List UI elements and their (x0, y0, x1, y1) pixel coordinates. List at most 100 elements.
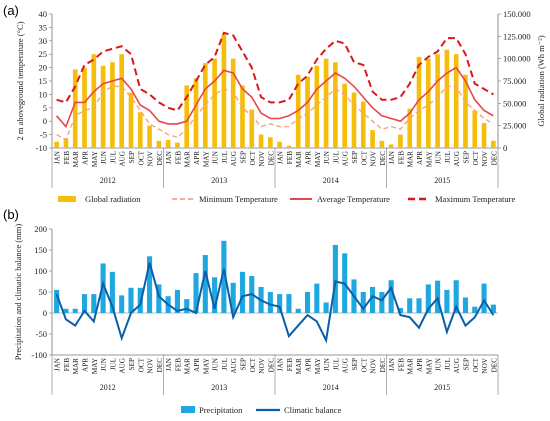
b-month-tick-label: APR (82, 358, 90, 372)
a-month-tick-label: JUN (100, 150, 108, 164)
b-month-tick-label: NOV (258, 357, 266, 373)
b-month-tick-label: AUG (119, 358, 127, 374)
legend-precipitation-swatch (181, 406, 195, 413)
precipitation-bar (156, 284, 162, 313)
avg-temperature-line (55, 66, 494, 129)
a-month-tick-label: MAR (295, 151, 303, 168)
precipitation-bar (119, 295, 125, 313)
radiation-bar (453, 54, 459, 149)
a-year-label: 2013 (211, 176, 227, 185)
right-y-tick-label: 0 (503, 143, 507, 153)
a-month-tick-label: OCT (472, 150, 480, 165)
precipitation-bar (267, 292, 273, 313)
radiation-bar (110, 62, 115, 148)
b-month-tick-label: APR (416, 358, 424, 372)
b-month-tick-label: JUL (109, 358, 117, 370)
a-month-tick-label: NOV (258, 150, 266, 166)
left-y-tick-label: -5 (40, 130, 47, 140)
b-month-tick-label: OCT (360, 357, 368, 372)
precipitation-bar (54, 289, 60, 313)
radiation-bar (463, 74, 468, 148)
left-y-tick-label: 35 (39, 22, 48, 32)
radiation-bar (202, 63, 208, 149)
legend-precipitation-label: Precipitation (199, 405, 243, 415)
radiation-bar (286, 145, 292, 148)
a-month-tick-label: MAR (72, 151, 80, 168)
precipitation-bar (91, 294, 97, 313)
b-month-tick-label: SEP (462, 358, 470, 370)
a-month-tick-label: FEB (397, 151, 405, 164)
radiation-bar (351, 92, 357, 148)
precipitation-bar (407, 298, 413, 313)
left-y-tick-label: 40 (39, 9, 48, 19)
a-month-tick-label: JUL (444, 151, 452, 163)
radiation-bar (212, 58, 217, 148)
a-month-tick-label: JAN (388, 150, 396, 164)
precipitation-bar (323, 302, 329, 313)
b-month-tick-label: OCT (472, 357, 480, 372)
b-month-tick-label: MAY (314, 357, 322, 374)
precipitation-bar (239, 271, 246, 313)
precipitation-bar (397, 307, 403, 313)
a-month-tick-label: AUG (119, 151, 127, 167)
precipitation-bar (109, 271, 115, 313)
a-month-tick-label: APR (305, 151, 313, 165)
b-month-tick-label: JUN (212, 357, 220, 371)
radiation-bar (472, 110, 478, 148)
a-month-tick-label: FEB (286, 151, 294, 164)
radiation-bar (72, 69, 78, 148)
left-y-tick-label: 20 (39, 63, 48, 73)
b-month-tick-label: MAR (295, 358, 303, 375)
right-y-tick-label: 150.000 (503, 9, 531, 19)
precipitation-bar (425, 284, 431, 313)
b-month-tick-label: AUG (342, 358, 350, 374)
radiation-bar (435, 54, 440, 149)
b-month-tick-label: JAN (388, 357, 396, 371)
b-month-tick-label: AUG (453, 358, 461, 374)
left-y-tick-label: 0 (43, 116, 47, 126)
precipitation-bar (147, 256, 153, 313)
radiation-bar (137, 112, 143, 148)
legend-min-temperature-label: Minimum Temperature (199, 194, 278, 204)
legend-avg-temperature-label: Average Temperature (317, 194, 390, 204)
a-month-tick-label: MAY (425, 150, 433, 167)
precipitation-bar (72, 308, 78, 313)
b-month-tick-label: JUL (332, 358, 340, 370)
b-month-tick-label: FEB (174, 358, 182, 371)
precipitation-bar (462, 297, 469, 313)
b-month-tick-label: MAR (72, 358, 80, 375)
radiation-bar (491, 140, 496, 148)
a-month-tick-label: SEP (239, 151, 247, 163)
precipitation-bar (360, 292, 366, 313)
legend-max-temperature-label: Maximum Temperature (435, 194, 515, 204)
precipitation-bar (314, 283, 320, 313)
a-month-tick-label: SEP (462, 151, 470, 163)
a-month-tick-label: FEB (63, 151, 71, 164)
a-month-tick-label: APR (82, 151, 90, 165)
precipitation-bar (490, 304, 496, 313)
right-y-tick-label: 50.000 (503, 98, 526, 108)
radiation-bar (175, 142, 180, 148)
radiation-bar (425, 58, 431, 148)
climatic-balance-line (55, 262, 495, 344)
right-y-tick-label: 100.000 (503, 54, 531, 64)
a-month-tick-label: JAN (165, 150, 173, 164)
b-month-tick-label: FEB (397, 358, 405, 371)
left-y-tick-label: -10 (36, 143, 47, 153)
a-month-tick-label: FEB (174, 151, 182, 164)
b-y-tick-label: 0 (43, 308, 47, 318)
radiation-bar (184, 85, 190, 148)
precipitation-bar (193, 273, 199, 313)
b-month-tick-label: JUN (435, 357, 443, 371)
chart-b: -100 -50 0 50 100 150 200 Precipitation and cli… (13, 224, 498, 415)
b-year-label: 2015 (434, 383, 450, 392)
a-month-tick-label: DEC (379, 151, 387, 166)
b-month-tick-label: DEC (490, 358, 498, 373)
radiation-bar (342, 83, 348, 148)
b-month-tick-label: JAN (165, 357, 173, 371)
a-month-tick-label: MAY (314, 150, 322, 167)
a-month-tick-label: JUN (212, 150, 220, 164)
b-year-label: 2014 (323, 383, 339, 392)
left-y-tick-label: 5 (43, 103, 47, 113)
b-month-tick-label: JUN (323, 357, 331, 371)
